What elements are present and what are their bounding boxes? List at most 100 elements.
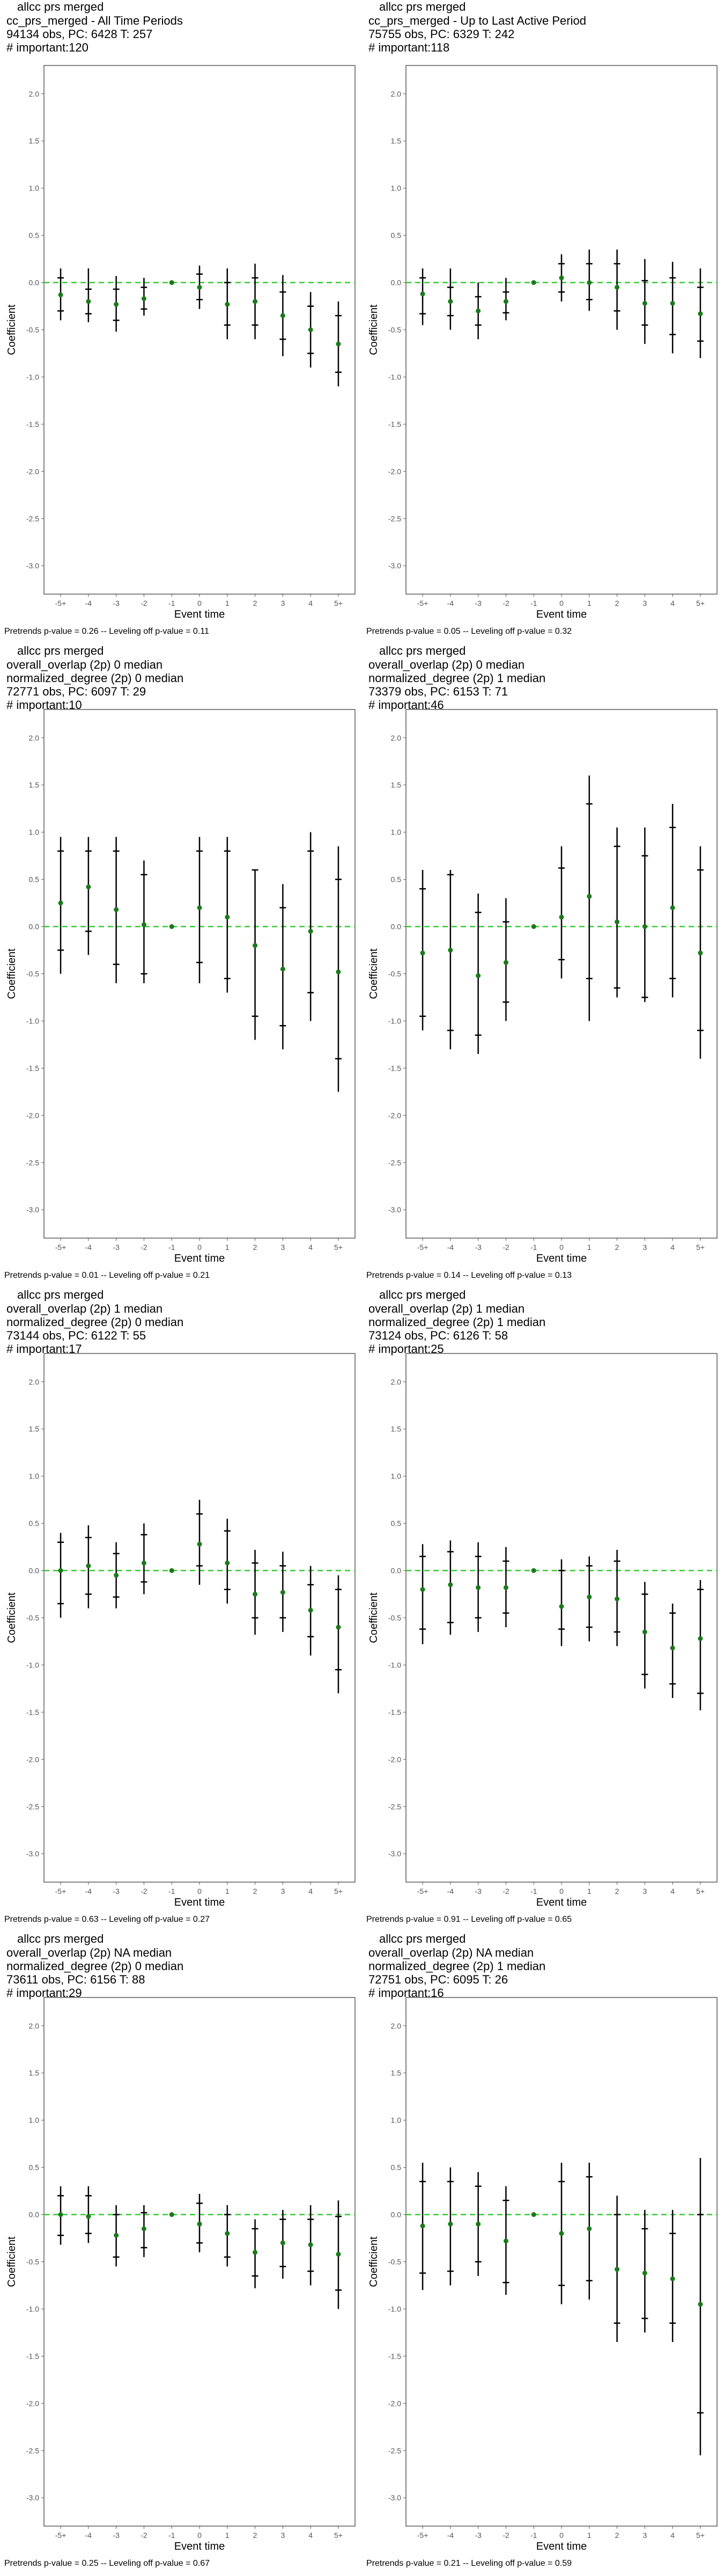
chart-subtitle-line: 73144 obs, PC: 6122 T: 55 <box>6 1329 146 1342</box>
y-tick-label: 0.0 <box>391 1567 402 1575</box>
y-tick-label: 1.0 <box>29 1472 40 1481</box>
x-tick-label: -3 <box>475 599 482 608</box>
x-tick-label: 3 <box>280 2531 285 2540</box>
chart-subtitle-line: normalized_degree (2p) 1 median <box>368 1315 545 1329</box>
data-point-estimate <box>336 1624 341 1630</box>
chart-subtitle-line: # important:118 <box>368 41 449 54</box>
y-tick-label: -1.5 <box>26 2352 39 2360</box>
y-tick-label: -0.5 <box>388 2258 401 2266</box>
x-tick-label: 0 <box>197 599 202 608</box>
chart-title: allcc prs merged <box>379 1932 466 1945</box>
y-tick-label: -2.5 <box>388 2446 401 2455</box>
chart-subtitle-line: normalized_degree (2p) 0 median <box>6 671 183 685</box>
data-point-estimate <box>448 1582 453 1587</box>
data-point-estimate <box>114 302 119 307</box>
x-tick-label: 0 <box>197 1243 202 1252</box>
y-tick-label: -1.0 <box>26 2304 39 2313</box>
chart-title: allcc prs merged <box>379 1288 466 1301</box>
data-point-estimate <box>420 291 425 297</box>
x-tick-label: 5+ <box>334 599 343 608</box>
y-tick-label: 2.0 <box>391 734 402 742</box>
data-point-estimate <box>280 967 285 972</box>
x-tick-label: -4 <box>85 1243 92 1252</box>
x-tick-label: 5+ <box>696 599 705 608</box>
y-tick-label: -1.0 <box>388 1660 401 1669</box>
chart-subtitle-line: # important:120 <box>6 41 88 54</box>
x-axis-label: Event time <box>174 1897 225 1908</box>
x-tick-label: 1 <box>587 2531 592 2540</box>
x-tick-label: -1 <box>168 1887 175 1896</box>
x-tick-label: 1 <box>587 599 592 608</box>
x-tick-label: 4 <box>670 1887 675 1896</box>
chart-title: allcc prs merged <box>17 1932 104 1945</box>
x-tick-label: 2 <box>615 1887 619 1896</box>
chart-subtitle-line: 73611 obs, PC: 6156 T: 88 <box>6 1973 145 1986</box>
chart-footnote: Pretrends p-value = 0.26 -- Leveling off… <box>4 627 209 636</box>
x-tick-label: -2 <box>503 2531 509 2540</box>
data-point-estimate <box>225 2231 230 2236</box>
chart-subtitle-line: normalized_degree (2p) 0 median <box>6 1959 183 1973</box>
x-tick-label: -4 <box>447 1887 454 1896</box>
data-point-estimate <box>615 1596 620 1601</box>
x-tick-label: 2 <box>253 1243 257 1252</box>
data-point-estimate <box>169 2212 174 2218</box>
data-point-estimate <box>698 311 703 317</box>
y-tick-label: 2.0 <box>29 90 40 98</box>
y-tick-label: 0.5 <box>391 1519 402 1528</box>
y-tick-label: 0.5 <box>29 1519 40 1528</box>
y-tick-label: 0.0 <box>391 2211 402 2219</box>
x-tick-label: -5+ <box>417 2531 429 2540</box>
y-tick-label: -2.0 <box>26 1111 39 1119</box>
x-tick-label: 3 <box>642 599 647 608</box>
y-tick-label: 1.5 <box>29 2069 40 2077</box>
data-point-estimate <box>253 1592 258 1597</box>
data-point-estimate <box>503 1585 508 1590</box>
x-tick-label: 4 <box>670 599 675 608</box>
y-tick-label: 1.0 <box>391 1472 402 1481</box>
y-tick-label: -2.0 <box>26 467 39 475</box>
data-point-estimate <box>86 1563 91 1569</box>
x-tick-label: 1 <box>225 599 230 608</box>
y-tick-label: -3.0 <box>388 2493 401 2502</box>
y-axis-label: Coefficient <box>6 304 18 355</box>
x-tick-label: 1 <box>225 1887 230 1896</box>
data-point-estimate <box>141 1560 146 1565</box>
x-tick-label: 0 <box>559 1243 564 1252</box>
x-tick-label: 2 <box>253 599 257 608</box>
y-tick-label: 1.0 <box>29 2116 40 2125</box>
y-tick-label: -2.0 <box>26 1755 39 1763</box>
y-tick-label: 1.0 <box>391 2116 402 2125</box>
data-point-estimate <box>169 280 174 286</box>
data-point-estimate <box>448 299 453 304</box>
x-tick-label: 5+ <box>334 2531 343 2540</box>
x-tick-label: 1 <box>587 1887 592 1896</box>
data-point-estimate <box>503 2238 508 2244</box>
x-tick-label: -2 <box>503 599 509 608</box>
data-point-estimate <box>225 302 230 307</box>
x-tick-label: -4 <box>85 2531 92 2540</box>
data-point-estimate <box>587 2226 592 2231</box>
x-tick-label: 5+ <box>696 2531 705 2540</box>
x-tick-label: 4 <box>670 2531 675 2540</box>
y-tick-label: -1.5 <box>388 1064 401 1072</box>
data-point-estimate <box>448 948 453 953</box>
data-point-estimate <box>280 2240 285 2245</box>
x-tick-label: 2 <box>615 2531 619 2540</box>
data-point-estimate <box>448 2221 453 2227</box>
y-tick-label: -1.5 <box>388 2352 401 2360</box>
x-tick-label: 5+ <box>696 1887 705 1896</box>
chart-footnote: Pretrends p-value = 0.21 -- Leveling off… <box>366 2559 572 2568</box>
x-tick-label: -1 <box>530 1243 537 1252</box>
data-point-estimate <box>114 1572 119 1578</box>
y-tick-label: -0.5 <box>388 1614 401 1622</box>
data-point-estimate <box>225 914 230 920</box>
x-tick-label: 3 <box>642 2531 647 2540</box>
x-tick-label: 1 <box>225 1243 230 1252</box>
y-axis-label: Coefficient <box>368 2236 380 2287</box>
data-point-estimate <box>587 280 592 286</box>
x-tick-label: -2 <box>141 599 147 608</box>
x-tick-label: -3 <box>475 1887 482 1896</box>
y-tick-label: -2.0 <box>388 1111 401 1119</box>
